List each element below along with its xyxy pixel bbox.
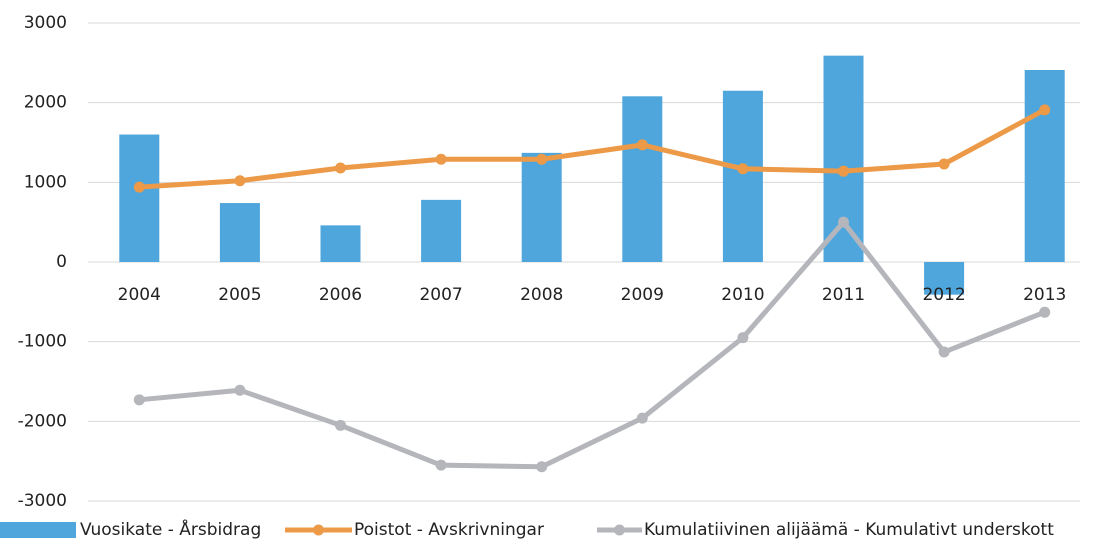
marker	[435, 153, 447, 165]
x-tick-label: 2008	[520, 285, 563, 305]
marker	[133, 181, 145, 193]
marker	[335, 419, 346, 431]
bar	[320, 225, 361, 262]
x-tick-label: 2005	[218, 285, 261, 305]
legend-label: Vuosikate - Årsbidrag	[80, 518, 261, 540]
bar	[1024, 70, 1065, 263]
y-tick-label: 3000	[24, 13, 67, 33]
marker	[536, 461, 548, 473]
legend-label: Kumulatiivinen alijäämä - Kumulativt und…	[644, 520, 1054, 540]
marker	[636, 139, 648, 151]
bar	[622, 96, 663, 262]
x-tick-label: 2013	[1023, 285, 1066, 305]
marker	[435, 459, 447, 471]
marker	[234, 175, 246, 187]
marker	[335, 162, 346, 174]
marker	[838, 216, 849, 228]
marker	[133, 394, 145, 406]
legend-label: Poistot - Avskrivningar	[354, 520, 544, 540]
legend-swatch	[0, 522, 76, 538]
marker	[938, 346, 950, 358]
bar	[722, 90, 763, 262]
x-tick-label: 2011	[822, 285, 865, 305]
bar	[521, 152, 562, 262]
bar	[421, 199, 462, 262]
marker	[536, 153, 548, 165]
line	[139, 219, 1046, 470]
marker	[234, 384, 246, 396]
line	[139, 107, 1046, 190]
y-tick-label: -1000	[18, 332, 67, 352]
bar	[924, 262, 965, 295]
marker	[1039, 306, 1051, 318]
y-tick-label: 0	[56, 252, 67, 272]
legend-swatch	[614, 524, 625, 536]
y-tick-label: 2000	[24, 93, 67, 113]
y-tick-label: -2000	[18, 411, 67, 431]
bar	[219, 203, 260, 262]
bar	[823, 55, 864, 263]
marker	[938, 158, 950, 170]
y-tick-label: -3000	[18, 491, 67, 511]
x-tick-label: 2010	[721, 285, 764, 305]
marker	[737, 163, 749, 175]
marker	[636, 412, 648, 424]
y-tick-label: 1000	[24, 172, 67, 192]
x-tick-label: 2009	[621, 285, 664, 305]
bar	[119, 134, 160, 262]
x-tick-label: 2004	[118, 285, 161, 305]
marker	[1039, 104, 1051, 116]
marker	[737, 332, 749, 344]
marker	[838, 165, 849, 177]
x-tick-label: 2006	[319, 285, 362, 305]
x-tick-label: 2012	[922, 285, 965, 305]
legend-swatch	[313, 524, 324, 536]
x-tick-label: 2007	[419, 285, 462, 305]
